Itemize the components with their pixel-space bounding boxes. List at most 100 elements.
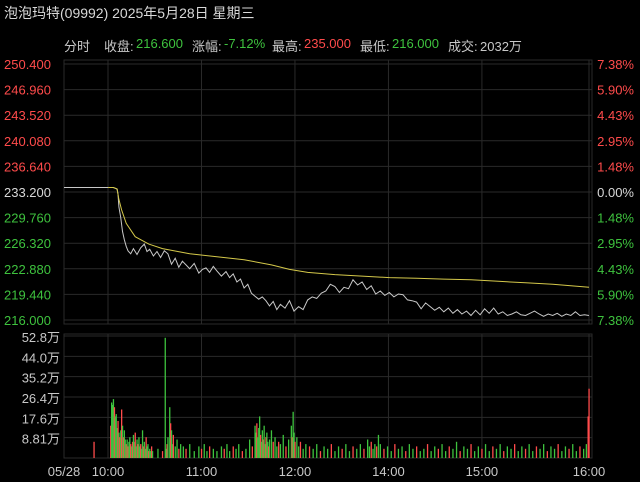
volume-bar <box>120 430 122 458</box>
percent-tick-label: 1.48% <box>597 159 634 174</box>
volume-bar <box>383 448 385 458</box>
volume-bar <box>585 444 587 458</box>
volume-bar <box>137 444 139 458</box>
percent-tick-label: 5.90% <box>597 287 634 302</box>
close-value: 216.600 <box>136 36 183 51</box>
time-tick-label: 05/28 <box>48 464 81 479</box>
volume-bar <box>229 451 231 458</box>
percent-tick-label: 1.48% <box>597 211 634 226</box>
volume-bar <box>430 451 432 458</box>
percent-tick-label: 4.43% <box>597 262 634 277</box>
change-label: 涨幅: <box>192 39 222 54</box>
volume-bar <box>141 430 144 458</box>
volume-bar <box>149 448 151 458</box>
volume-bar <box>257 437 259 458</box>
volume-bar <box>144 448 146 458</box>
volume-bar <box>368 446 371 458</box>
volume-bar <box>532 451 534 458</box>
volume-tick-label: 44.0万 <box>22 350 60 365</box>
volume-bar <box>226 444 228 458</box>
volume-bar <box>259 434 262 458</box>
percent-tick-label: 5.90% <box>597 83 634 98</box>
volume-bar <box>568 448 570 458</box>
volume-bar <box>133 441 135 458</box>
volume-bar <box>174 446 176 458</box>
volume-bar <box>272 441 274 458</box>
volume-bar <box>588 388 590 458</box>
volume-bar <box>477 446 479 458</box>
volume-bar <box>341 448 343 458</box>
volume-bar <box>553 448 556 458</box>
price-tick-label: 246.960 <box>4 83 51 98</box>
volume-bar <box>200 448 203 458</box>
volume-bar <box>394 444 396 458</box>
volume-bar <box>176 439 178 458</box>
close-label: 收盘: <box>104 39 134 54</box>
volume-bar <box>374 444 376 458</box>
volume-bar <box>575 451 577 458</box>
volume-bar <box>448 446 450 458</box>
volume-bar <box>288 439 290 458</box>
volume-bar <box>327 448 329 458</box>
volume-bar <box>258 428 260 458</box>
volume-bar <box>557 444 559 458</box>
volume-bar <box>299 441 302 458</box>
volume-bar <box>93 441 95 458</box>
volume-bar <box>165 448 167 458</box>
volume-bar <box>488 451 490 458</box>
price-tick-label: 216.000 <box>4 313 51 328</box>
volume-bar <box>268 446 270 458</box>
volume-bar <box>112 399 115 458</box>
volume-bar <box>203 444 205 458</box>
price-tick-label: 233.200 <box>4 185 51 200</box>
volume-bar <box>535 446 538 458</box>
volume-bar <box>260 441 263 458</box>
volume-bar <box>463 446 465 458</box>
volume-bar <box>116 428 118 458</box>
volume-bar <box>459 451 461 458</box>
price-line[interactable] <box>64 187 590 317</box>
low-value: 216.000 <box>392 36 439 51</box>
price-tick-label: 229.760 <box>4 211 51 226</box>
volume-bar <box>539 448 541 458</box>
volume-bar <box>111 402 113 458</box>
volume-bar <box>510 448 512 458</box>
volume-bar <box>345 444 347 458</box>
volume-bar <box>261 430 263 458</box>
volume-bar <box>397 448 400 458</box>
volume-bar <box>206 451 208 458</box>
tab-intraday[interactable]: 分时 <box>64 39 91 54</box>
volume-bar <box>514 444 516 458</box>
time-tick-label: 10:00 <box>92 464 125 479</box>
volume-bar <box>302 448 304 458</box>
volume-bar <box>282 434 284 458</box>
volume-bar <box>151 451 154 458</box>
volume-bar <box>169 407 171 458</box>
volume-bar <box>579 446 581 458</box>
volume-bar <box>363 448 365 458</box>
volume-bar <box>352 446 354 458</box>
volume-bar <box>235 448 237 458</box>
volume-bar <box>316 444 318 458</box>
volume-bar <box>189 444 191 458</box>
volume-bar <box>268 439 271 458</box>
volume-bar <box>386 446 389 458</box>
volume-bar <box>170 423 172 458</box>
volume-bar <box>130 444 132 458</box>
volume-bar <box>561 451 563 458</box>
volume-tick-label: 52.8万 <box>22 330 60 345</box>
volume-bar <box>376 446 378 458</box>
average-price-line[interactable] <box>108 187 590 288</box>
volume-bar <box>172 434 174 458</box>
time-tick-label: 14:00 <box>372 464 405 479</box>
volume-bar <box>470 444 472 458</box>
volume-bar <box>251 446 253 458</box>
percent-tick-label: 2.95% <box>597 134 634 149</box>
low-label: 最低: <box>360 39 390 54</box>
volume-bar <box>255 432 257 458</box>
volume-bar <box>334 451 336 458</box>
volume-bar <box>372 448 374 458</box>
volume-bar <box>110 425 112 458</box>
price-tick-label: 226.320 <box>4 236 51 251</box>
